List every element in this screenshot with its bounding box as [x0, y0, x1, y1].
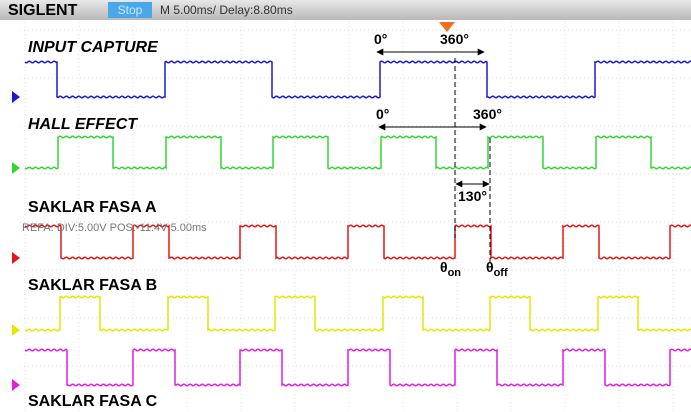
channel-label: SAKLAR FASA A [28, 199, 157, 216]
timebase: M 5.00ms/ Delay:8.80ms [160, 3, 293, 17]
grid [20, 22, 691, 412]
waveform [24, 224, 691, 260]
channel-marker [12, 379, 20, 391]
channel-label: HALL EFFECT [28, 116, 138, 133]
annotation: 360° [440, 31, 469, 47]
status-box [108, 2, 152, 18]
waveform [24, 60, 691, 99]
waveform [24, 348, 691, 387]
theta-off: θoff [486, 259, 508, 279]
waveforms [12, 60, 691, 391]
reference-info: REFA: DIV:5.00V POS:-11.4V 5.00ms [22, 222, 207, 234]
channel-marker [12, 252, 20, 264]
trigger-marker [439, 22, 455, 32]
channel-marker [12, 162, 20, 174]
channel-marker [12, 91, 20, 103]
annotation: 0° [374, 31, 387, 47]
channel-marker [12, 324, 20, 336]
channel-label: SAKLAR FASA C [28, 393, 158, 410]
symbol: θ [486, 259, 494, 275]
brand: SIGLENT [8, 2, 78, 19]
channel-label: SAKLAR FASA B [28, 277, 157, 294]
subscript: off [494, 267, 508, 279]
annotation: 130° [458, 188, 487, 204]
symbol: θ [440, 259, 448, 275]
channel-label: INPUT CAPTURE [28, 39, 159, 56]
waveform [24, 135, 691, 170]
annotation: 0° [376, 106, 389, 122]
waveform [24, 295, 691, 332]
theta-on: θon [440, 259, 461, 279]
subscript: on [448, 267, 462, 279]
annotation: 360° [473, 106, 502, 122]
status: Stop [118, 3, 143, 17]
top-bar [0, 0, 691, 20]
